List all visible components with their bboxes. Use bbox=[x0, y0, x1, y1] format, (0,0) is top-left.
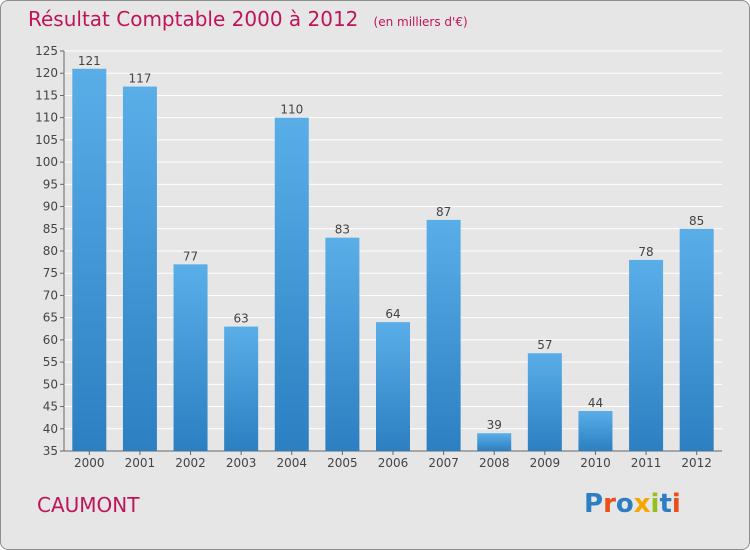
y-tick-label: 125 bbox=[35, 44, 58, 58]
x-tick-label: 2005 bbox=[327, 456, 358, 470]
value-label: 117 bbox=[128, 72, 151, 86]
bar-2009 bbox=[527, 353, 562, 451]
y-tick-label: 100 bbox=[35, 155, 58, 169]
x-tick-label: 2000 bbox=[74, 456, 105, 470]
x-tick-label: 2007 bbox=[428, 456, 459, 470]
bar-2000 bbox=[72, 68, 107, 452]
bar-2012 bbox=[679, 228, 714, 451]
logo-letter: i bbox=[671, 489, 681, 519]
bar-2010 bbox=[578, 411, 613, 451]
x-tick-label: 2009 bbox=[530, 456, 561, 470]
logo-letter: P bbox=[584, 489, 604, 519]
logo-letter: i bbox=[650, 489, 660, 519]
y-tick-label: 85 bbox=[43, 222, 58, 236]
x-tick-label: 2011 bbox=[631, 456, 662, 470]
value-label: 110 bbox=[280, 103, 303, 117]
x-tick-label: 2010 bbox=[580, 456, 611, 470]
x-tick-label: 2012 bbox=[681, 456, 712, 470]
y-tick-label: 45 bbox=[43, 400, 58, 414]
x-tick-label: 2008 bbox=[479, 456, 510, 470]
y-tick-label: 115 bbox=[35, 88, 58, 102]
logo-letter: r bbox=[603, 489, 616, 519]
place-name: CAUMONT bbox=[37, 493, 140, 517]
y-tick-label: 40 bbox=[43, 422, 58, 436]
logo-letter: t bbox=[659, 489, 672, 519]
bar-2001 bbox=[122, 86, 157, 452]
bar-2006 bbox=[376, 322, 410, 451]
value-label: 44 bbox=[588, 396, 603, 410]
y-tick-label: 55 bbox=[43, 355, 58, 369]
value-label: 39 bbox=[487, 418, 502, 432]
y-tick-label: 50 bbox=[43, 377, 58, 391]
y-tick-label: 65 bbox=[43, 311, 58, 325]
y-tick-label: 110 bbox=[35, 111, 58, 125]
value-label: 83 bbox=[335, 223, 350, 237]
value-label: 64 bbox=[385, 307, 400, 321]
x-tick-label: 2006 bbox=[378, 456, 409, 470]
x-tick-label: 2003 bbox=[226, 456, 257, 470]
y-tick-label: 80 bbox=[43, 244, 58, 258]
y-tick-label: 75 bbox=[43, 266, 58, 280]
bar-2005 bbox=[325, 237, 360, 451]
value-label: 85 bbox=[689, 214, 704, 228]
y-tick-label: 90 bbox=[43, 200, 58, 214]
chart-title: Résultat Comptable 2000 à 2012 bbox=[28, 7, 359, 31]
x-tick-label: 2001 bbox=[125, 456, 156, 470]
y-tick-label: 105 bbox=[35, 133, 58, 147]
chart-subtitle: (en milliers d'€) bbox=[373, 15, 468, 29]
y-tick-label: 95 bbox=[43, 177, 58, 191]
value-label: 78 bbox=[638, 245, 653, 259]
value-label: 121 bbox=[78, 54, 101, 68]
value-label: 87 bbox=[436, 205, 451, 219]
y-tick-label: 35 bbox=[43, 444, 58, 458]
bar-2004 bbox=[274, 117, 309, 452]
bar-2011 bbox=[629, 259, 664, 451]
title-row: Résultat Comptable 2000 à 2012 (en milli… bbox=[28, 7, 468, 31]
value-label: 57 bbox=[537, 338, 552, 352]
logo-letter: x bbox=[633, 489, 651, 519]
value-label: 63 bbox=[234, 312, 249, 326]
y-tick-label: 120 bbox=[35, 66, 58, 80]
bar-2003 bbox=[224, 326, 259, 451]
y-tick-label: 60 bbox=[43, 333, 58, 347]
y-tick-label: 70 bbox=[43, 288, 58, 302]
proxiti-logo: Proxiti bbox=[584, 489, 681, 519]
x-tick-label: 2002 bbox=[175, 456, 206, 470]
bar-2008 bbox=[477, 433, 512, 451]
bar-2002 bbox=[173, 264, 208, 451]
logo-letter: o bbox=[615, 489, 634, 519]
x-tick-label: 2004 bbox=[276, 456, 307, 470]
value-label: 77 bbox=[183, 249, 198, 263]
bar-2007 bbox=[426, 219, 461, 451]
